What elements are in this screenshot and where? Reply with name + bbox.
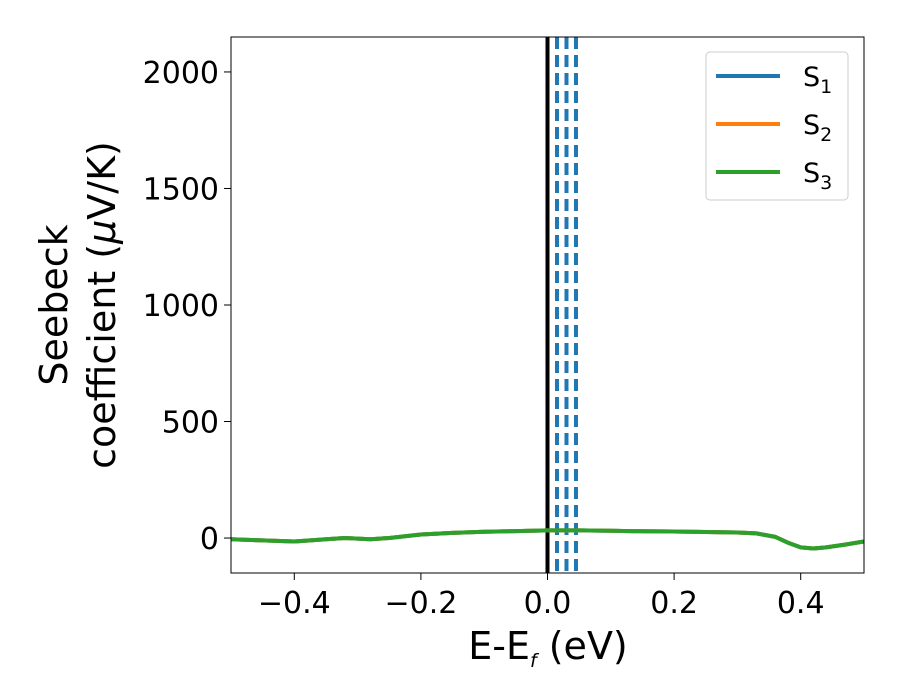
legend-label-s1: S1 [803, 62, 832, 98]
legend-label-s2: S2 [803, 110, 832, 146]
x-axis-label: E-Ef (eV) [468, 624, 628, 672]
y-tick-label: 1500 [143, 172, 219, 207]
y-axis-label-line1: Seebeck [32, 224, 76, 385]
legend-label-s3: S3 [803, 158, 832, 194]
x-tick-label: 0.4 [777, 586, 825, 621]
series-line-s3 [231, 528, 864, 551]
legend: S1 S2 S3 [705, 51, 849, 201]
x-tick-label: −0.4 [258, 586, 331, 621]
x-tick-label: 0.2 [650, 586, 698, 621]
y-axis-label-line2: coefficient (μV/K) [80, 141, 124, 469]
x-tick-label: 0.0 [524, 586, 572, 621]
y-tick-label: 2000 [143, 56, 219, 91]
y-axis-label: Seebeck coefficient (μV/K) [32, 141, 124, 469]
x-tick-label: −0.2 [384, 586, 457, 621]
x-axis-ticks: −0.4 −0.2 0.0 0.2 0.4 [258, 573, 825, 621]
y-tick-label: 1000 [143, 289, 219, 324]
y-tick-label: 0 [200, 522, 219, 557]
y-axis-ticks: 0 500 1000 1500 2000 [143, 56, 231, 557]
plot-content [231, 37, 864, 573]
y-tick-label: 500 [162, 406, 219, 441]
